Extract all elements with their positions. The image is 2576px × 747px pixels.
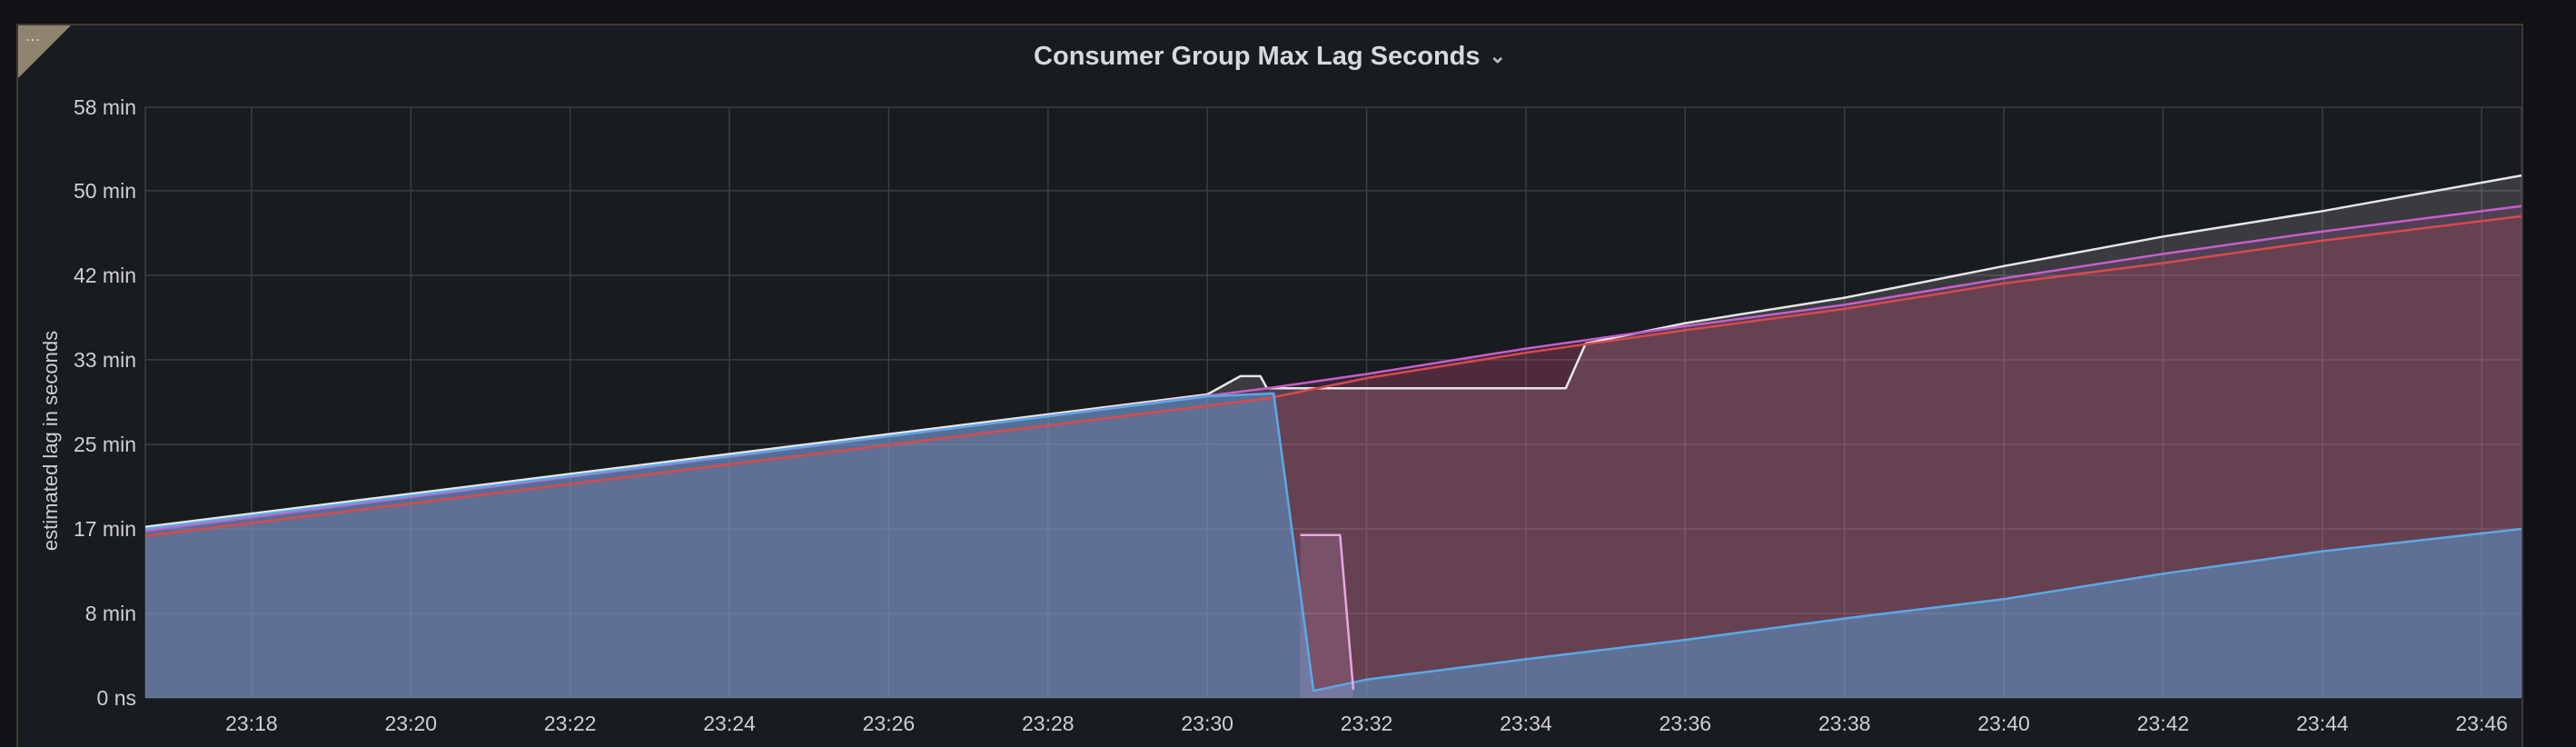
series-area-4 xyxy=(145,393,2522,698)
x-tick-label: 23:46 xyxy=(2455,712,2508,735)
x-tick-label: 23:32 xyxy=(1341,712,1393,735)
x-tick-label: 23:22 xyxy=(544,712,597,735)
y-tick-label: 50 min xyxy=(74,179,136,203)
chart-panel: ⋮ Consumer Group Max Lag Seconds ⌄ xyxy=(16,24,2523,747)
y-axis-title: estimated lag in seconds xyxy=(39,331,62,551)
series-line-4[interactable] xyxy=(144,392,2522,692)
series-line-2[interactable] xyxy=(144,204,2522,533)
y-tick-label: 8 min xyxy=(85,602,136,625)
series-area-3 xyxy=(145,215,2522,698)
x-axis: 23:18 23:20 23:22 23:24 23:26 23:28 23:30 23:32… xyxy=(225,712,2508,735)
series-area-1 xyxy=(145,175,2522,699)
series-line-3[interactable] xyxy=(144,214,2522,538)
series-areas xyxy=(145,175,2522,699)
panel-menu-corner[interactable] xyxy=(18,25,71,78)
series-area-2 xyxy=(145,205,2522,698)
panel-title[interactable]: Consumer Group Max Lag Seconds ⌄ xyxy=(18,42,2522,72)
y-tick-label: 25 min xyxy=(74,433,136,456)
x-tick-label: 23:26 xyxy=(863,712,916,735)
x-tick-label: 23:44 xyxy=(2296,712,2349,735)
series-area-5 xyxy=(1300,534,1353,698)
x-tick-label: 23:30 xyxy=(1181,712,1234,735)
x-tick-label: 23:40 xyxy=(1977,712,2030,735)
panel-title-text[interactable]: Consumer Group Max Lag Seconds xyxy=(1034,42,1481,71)
x-tick-label: 23:42 xyxy=(2137,712,2190,735)
x-tick-label: 23:18 xyxy=(225,712,278,735)
y-tick-label: 0 ns xyxy=(97,686,136,710)
x-tick-label: 23:20 xyxy=(385,712,438,735)
x-tick-label: 23:34 xyxy=(1500,712,1552,735)
y-tick-label: 58 min xyxy=(74,95,136,119)
x-tick-label: 23:38 xyxy=(1818,712,1871,735)
x-tick-label: 23:24 xyxy=(703,712,756,735)
y-axis: 0 ns 8 min 17 min 25 min 33 min 42 min 50 min 5… xyxy=(74,95,136,710)
x-tick-label: 23:36 xyxy=(1660,712,1712,735)
series-line-5[interactable] xyxy=(1300,533,1355,691)
x-tick-label: 23:28 xyxy=(1022,712,1075,735)
y-tick-label: 42 min xyxy=(74,264,136,287)
series-lines xyxy=(144,174,2522,692)
chevron-down-icon[interactable]: ⌄ xyxy=(1489,45,1506,67)
grid xyxy=(144,106,2522,699)
y-tick-label: 17 min xyxy=(74,517,136,541)
y-tick-label: 33 min xyxy=(74,348,136,372)
